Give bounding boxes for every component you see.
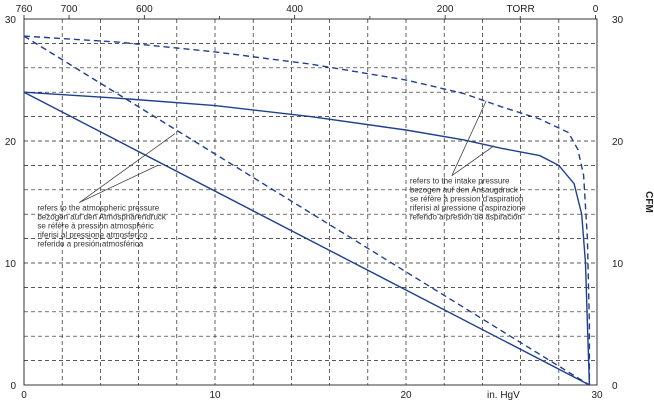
series-line-2 [23, 35, 591, 385]
y-tick-label-right: 0 [612, 381, 618, 392]
x-tick-label: 20 [400, 390, 412, 401]
y-tick-label-right: 20 [612, 137, 624, 148]
series-layer [23, 35, 591, 386]
series-line-1 [23, 91, 591, 386]
y-tick-label-left: 20 [5, 137, 17, 148]
annotation-text-line: riferisi al pressione d'aspirazione [410, 204, 526, 213]
plot-frame [23, 18, 598, 386]
annotation-text-line: referido a presión de aspiración [410, 213, 522, 222]
annotation-text-line: refers to the atmospheric pressure [37, 204, 159, 213]
annotation-text-line: bezogen auf den Atmosphärendruck [37, 213, 167, 222]
y-tick-label-right: 30 [612, 15, 624, 26]
y-axis-label-right: CFM [643, 191, 654, 213]
top-axis-unit: TORR [507, 4, 535, 15]
x-axis-label: in. HgV [487, 390, 520, 401]
series-line-4 [23, 35, 590, 386]
top-tick-label: 0 [593, 4, 599, 15]
y-tick-label-left: 10 [5, 259, 17, 270]
x-tick-label: 30 [591, 390, 603, 401]
y-tick-label-left: 30 [5, 15, 17, 26]
annotation-leader-line [451, 145, 495, 177]
y-tick-label-right: 10 [612, 259, 624, 270]
annotation-text-line: riferisi al pressione atmosferico [37, 231, 148, 240]
annotation-leader-line [451, 100, 487, 176]
x-tick-label: 0 [21, 390, 27, 401]
annotation-text-line: refers to the intake pressure [410, 177, 510, 186]
annotation-text-line: bezogen auf den Ansaugdruck [410, 186, 519, 195]
annotation-text-line: se réfère à pression atmosphéric [37, 222, 154, 231]
top-tick-label: 700 [61, 4, 78, 15]
top-tick-label: 200 [437, 4, 454, 15]
series-line-3 [23, 91, 590, 386]
annotation-text-line: referido a presión atmosférica [37, 240, 143, 249]
annotations: refers to the atmospheric pressurebezoge… [37, 100, 526, 249]
y-tick-label-left: 0 [10, 381, 16, 392]
top-tick-label: 600 [136, 4, 153, 15]
x-tick-label: 10 [209, 390, 221, 401]
grid [24, 19, 597, 385]
annotation-leader-line [79, 133, 176, 203]
top-tick-label: 760 [16, 4, 33, 15]
top-tick-label: 400 [286, 4, 303, 15]
annotation-text-line: se réfère à pression d'aspiration [410, 195, 524, 204]
annotation-leader-line [79, 165, 158, 203]
